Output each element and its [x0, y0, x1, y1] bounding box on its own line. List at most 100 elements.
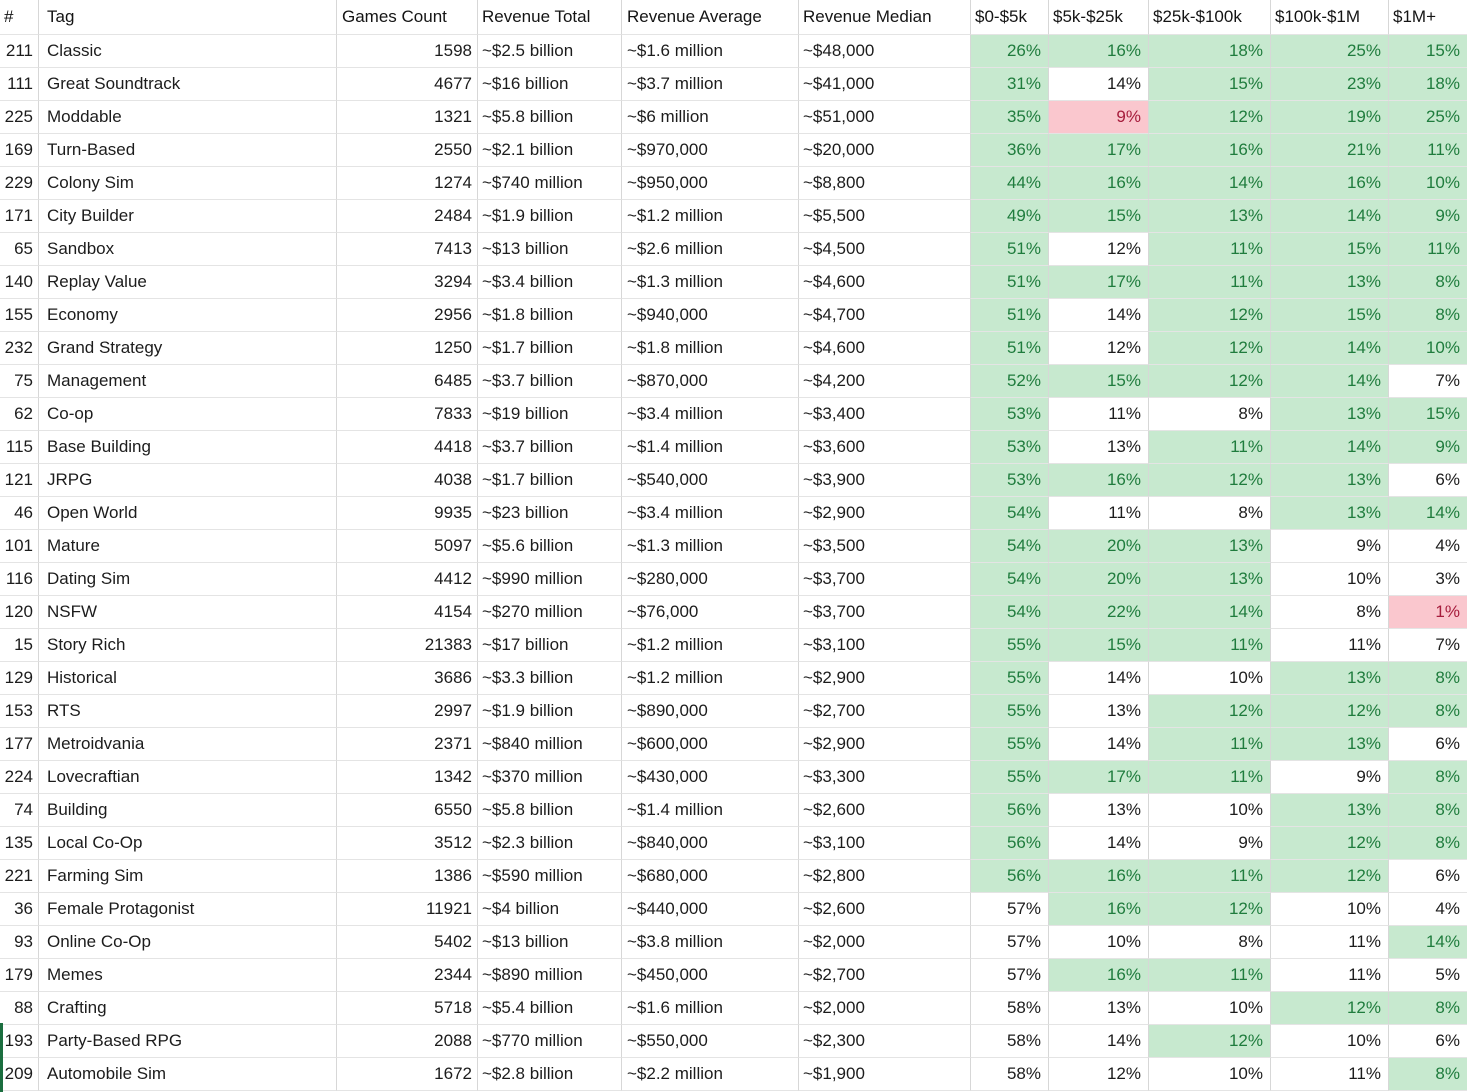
bucket-cell-bucket_25k_100k: 10%: [1149, 992, 1271, 1025]
rank-cell: 129: [0, 662, 39, 695]
revenue-median-cell: ~$5,500: [799, 200, 971, 233]
bucket-cell-bucket_0_5k: 31%: [971, 68, 1049, 101]
rank-cell: 46: [0, 497, 39, 530]
revenue-total-cell: ~$370 million: [478, 761, 622, 794]
column-header-revenue_total[interactable]: Revenue Total: [478, 0, 622, 35]
revenue-median-cell: ~$41,000: [799, 68, 971, 101]
revenue-average-cell: ~$76,000: [622, 596, 799, 629]
table-row: 232 Grand Strategy 1250 ~$1.7 billion ~$1.8 …: [0, 332, 1467, 365]
revenue-total-cell: ~$270 million: [478, 596, 622, 629]
revenue-median-cell: ~$2,900: [799, 728, 971, 761]
games-count-cell: 1672: [337, 1058, 478, 1091]
table-row: 221 Farming Sim 1386 ~$590 million ~$680,000…: [0, 860, 1467, 893]
revenue-median-cell: ~$2,000: [799, 926, 971, 959]
tag-cell: Base Building: [39, 431, 337, 464]
tag-cell: Turn-Based: [39, 134, 337, 167]
bucket-cell-bucket_1m_plus: 9%: [1389, 200, 1467, 233]
rank-cell: 36: [0, 893, 39, 926]
games-count-cell: 1386: [337, 860, 478, 893]
bucket-cell-bucket_5k_25k: 12%: [1049, 332, 1149, 365]
revenue-median-cell: ~$2,800: [799, 860, 971, 893]
tag-cell: Crafting: [39, 992, 337, 1025]
revenue-average-cell: ~$970,000: [622, 134, 799, 167]
column-header-revenue_average[interactable]: Revenue Average: [622, 0, 799, 35]
rank-cell: 93: [0, 926, 39, 959]
bucket-cell-bucket_0_5k: 55%: [971, 629, 1049, 662]
column-header-bucket_1m_plus[interactable]: $1M+: [1389, 0, 1467, 35]
bucket-cell-bucket_5k_25k: 13%: [1049, 794, 1149, 827]
bucket-cell-bucket_0_5k: 55%: [971, 728, 1049, 761]
table-row: 62 Co-op 7833 ~$19 billion ~$3.4 million ~$3,…: [0, 398, 1467, 431]
bucket-cell-bucket_100k_1m: 14%: [1271, 365, 1389, 398]
bucket-cell-bucket_5k_25k: 12%: [1049, 233, 1149, 266]
column-header-games_count[interactable]: Games Count: [337, 0, 478, 35]
bucket-cell-bucket_25k_100k: 8%: [1149, 497, 1271, 530]
tag-cell: Great Soundtrack: [39, 68, 337, 101]
bucket-cell-bucket_0_5k: 58%: [971, 992, 1049, 1025]
bucket-cell-bucket_0_5k: 36%: [971, 134, 1049, 167]
bucket-cell-bucket_1m_plus: 15%: [1389, 398, 1467, 431]
revenue-total-cell: ~$3.3 billion: [478, 662, 622, 695]
revenue-average-cell: ~$1.3 million: [622, 530, 799, 563]
games-count-cell: 1598: [337, 35, 478, 68]
games-count-cell: 11921: [337, 893, 478, 926]
column-header-rank[interactable]: #: [0, 0, 39, 35]
games-count-cell: 9935: [337, 497, 478, 530]
revenue-median-cell: ~$2,600: [799, 794, 971, 827]
bucket-cell-bucket_1m_plus: 1%: [1389, 596, 1467, 629]
rank-cell: 232: [0, 332, 39, 365]
table-row: 169 Turn-Based 2550 ~$2.1 billion ~$970,000 ~…: [0, 134, 1467, 167]
bucket-cell-bucket_5k_25k: 16%: [1049, 167, 1149, 200]
tag-cell: Co-op: [39, 398, 337, 431]
bucket-cell-bucket_100k_1m: 16%: [1271, 167, 1389, 200]
table-row: 179 Memes 2344 ~$890 million ~$450,000 ~$2,70…: [0, 959, 1467, 992]
bucket-cell-bucket_25k_100k: 13%: [1149, 200, 1271, 233]
bucket-cell-bucket_100k_1m: 14%: [1271, 431, 1389, 464]
games-count-cell: 4412: [337, 563, 478, 596]
revenue-average-cell: ~$1.2 million: [622, 200, 799, 233]
column-header-bucket_100k_1m[interactable]: $100k-$1M: [1271, 0, 1389, 35]
bucket-cell-bucket_100k_1m: 13%: [1271, 794, 1389, 827]
rank-cell: 211: [0, 35, 39, 68]
revenue-median-cell: ~$4,700: [799, 299, 971, 332]
bucket-cell-bucket_100k_1m: 12%: [1271, 695, 1389, 728]
column-header-bucket_25k_100k[interactable]: $25k-$100k: [1149, 0, 1271, 35]
bucket-cell-bucket_5k_25k: 14%: [1049, 299, 1149, 332]
bucket-cell-bucket_25k_100k: 8%: [1149, 926, 1271, 959]
revenue-total-cell: ~$770 million: [478, 1025, 622, 1058]
bucket-cell-bucket_1m_plus: 6%: [1389, 464, 1467, 497]
bucket-cell-bucket_0_5k: 57%: [971, 893, 1049, 926]
rank-cell: 115: [0, 431, 39, 464]
bucket-cell-bucket_100k_1m: 25%: [1271, 35, 1389, 68]
bucket-cell-bucket_25k_100k: 11%: [1149, 431, 1271, 464]
bucket-cell-bucket_5k_25k: 10%: [1049, 926, 1149, 959]
revenue-total-cell: ~$16 billion: [478, 68, 622, 101]
column-header-tag[interactable]: Tag: [39, 0, 337, 35]
tag-cell: Party-Based RPG: [39, 1025, 337, 1058]
bucket-cell-bucket_1m_plus: 8%: [1389, 299, 1467, 332]
bucket-cell-bucket_5k_25k: 17%: [1049, 761, 1149, 794]
bucket-cell-bucket_1m_plus: 14%: [1389, 926, 1467, 959]
rank-cell: 121: [0, 464, 39, 497]
games-count-cell: 1342: [337, 761, 478, 794]
revenue-median-cell: ~$2,300: [799, 1025, 971, 1058]
games-count-cell: 3686: [337, 662, 478, 695]
games-count-cell: 5402: [337, 926, 478, 959]
bucket-cell-bucket_100k_1m: 11%: [1271, 926, 1389, 959]
revenue-average-cell: ~$1.2 million: [622, 662, 799, 695]
bucket-cell-bucket_100k_1m: 9%: [1271, 761, 1389, 794]
revenue-total-cell: ~$5.4 billion: [478, 992, 622, 1025]
bucket-cell-bucket_1m_plus: 8%: [1389, 794, 1467, 827]
revenue-average-cell: ~$1.3 million: [622, 266, 799, 299]
games-count-cell: 5718: [337, 992, 478, 1025]
bucket-cell-bucket_5k_25k: 9%: [1049, 101, 1149, 134]
column-header-bucket_5k_25k[interactable]: $5k-$25k: [1049, 0, 1149, 35]
rank-cell: 229: [0, 167, 39, 200]
bucket-cell-bucket_25k_100k: 12%: [1149, 464, 1271, 497]
column-header-revenue_median[interactable]: Revenue Median: [799, 0, 971, 35]
bucket-cell-bucket_1m_plus: 4%: [1389, 893, 1467, 926]
bucket-cell-bucket_100k_1m: 23%: [1271, 68, 1389, 101]
column-header-bucket_0_5k[interactable]: $0-$5k: [971, 0, 1049, 35]
rank-cell: 140: [0, 266, 39, 299]
table-row: 121 JRPG 4038 ~$1.7 billion ~$540,000 ~$3,900…: [0, 464, 1467, 497]
